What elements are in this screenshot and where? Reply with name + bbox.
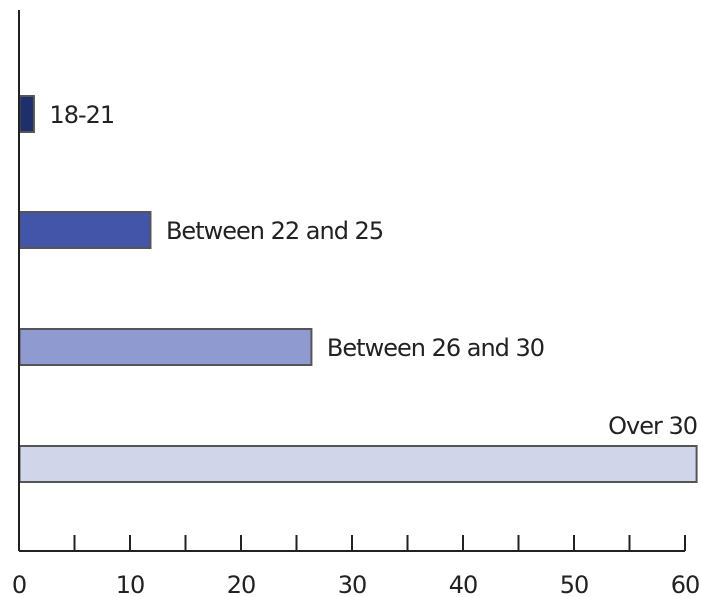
bars-group [18,95,698,483]
x-tick-label-30: 30 [338,571,367,597]
bar-between-22-and-25 [18,211,152,249]
bar-label-over-30: Over 30 [608,412,697,440]
bar-label-between-26-and-30: Between 26 and 30 [327,334,544,362]
bar-label-18-21: 18-21 [49,101,114,129]
x-tick-label-60: 60 [671,571,700,597]
x-tick-label-20: 20 [227,571,256,597]
tick-labels-group: 0 10 20 30 40 50 60 [12,571,700,597]
x-tick-label-40: 40 [449,571,478,597]
bar-over-30 [18,445,698,483]
bar-18-21 [18,95,35,133]
x-tick-label-10: 10 [116,571,145,597]
ticks-group [18,535,686,551]
bar-label-between-22-and-25: Between 22 and 25 [166,217,383,245]
x-tick-label-50: 50 [560,571,589,597]
bar-labels-group: 18-21 Between 22 and 25 Between 26 and 30 O… [49,101,698,440]
bar-between-26-and-30 [18,328,313,366]
x-tick-label-0: 0 [12,571,26,597]
